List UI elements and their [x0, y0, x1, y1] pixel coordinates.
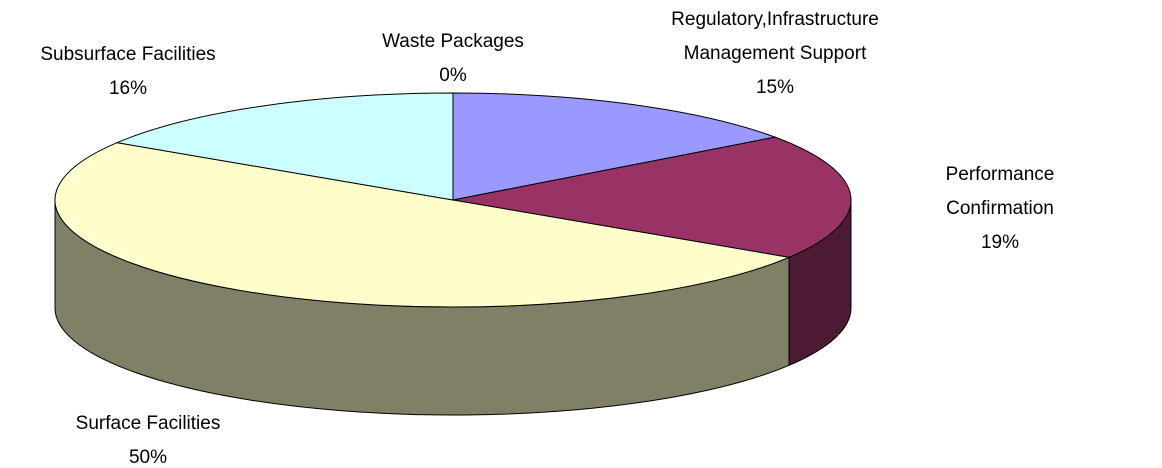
slice — [452, 136, 852, 258]
slice-label: Surface Facilities 50% — [76, 407, 221, 468]
slice-label: Regulatory,Infrastructure Management Sup… — [671, 3, 879, 105]
percent-label: 15% — [755, 77, 795, 98]
slice — [452, 92, 777, 201]
category-name: Subsurface Facilities — [40, 44, 216, 65]
slice-label: Waste Packages 0% — [382, 25, 524, 93]
slice — [54, 142, 791, 308]
pie-tops — [54, 92, 852, 308]
category-name: Performance Confirmation — [945, 164, 1055, 219]
percent-label: 50% — [128, 447, 168, 468]
percent-label: 16% — [108, 78, 148, 99]
slice — [115, 92, 454, 201]
category-name: Surface Facilities — [75, 413, 221, 434]
category-name: Regulatory,Infrastructure Management Sup… — [671, 9, 879, 64]
percent-label: 0% — [439, 65, 467, 86]
percent-label: 19% — [980, 232, 1020, 253]
slice-label: Performance Confirmation 19% — [919, 158, 1081, 260]
category-name: Waste Packages — [382, 31, 524, 52]
pie-sides — [54, 199, 852, 416]
slice-label: Subsurface Facilities 16% — [40, 38, 215, 106]
